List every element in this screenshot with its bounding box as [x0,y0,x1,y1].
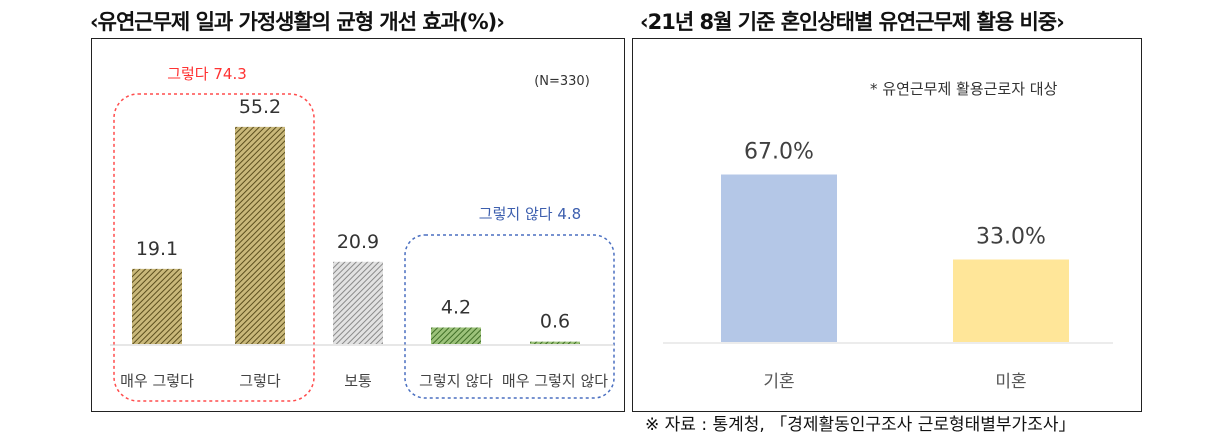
category-label-2: 미혼 [995,372,1026,392]
right-chart-panel: * 유연근무제 활용근로자 대상 67.0% 기혼 33.0% 미혼 [632,38,1142,412]
value-label-4: 4.2 [441,296,471,318]
negative-group-box [404,234,615,399]
right-chart-title: ‹21년 8월 기준 혼인상태별 유연근무제 활용 비중› [640,10,1065,34]
source-note: ※ 자료 : 통계청, 「경제활동인구조사 근로형태별부가조사」 [645,415,1076,435]
category-label-1: 매우 그렇다 [120,372,194,390]
bar-5 [530,341,580,344]
left-chart-panel: 그렇다 74.3 그렇지 않다 4.8 (N=330) 19.1 매우 그렇다 55… [91,38,625,412]
right-chart-svg: * 유연근무제 활용근로자 대상 67.0% 기혼 33.0% 미혼 [663,80,1113,392]
category-label-4: 그렇지 않다 [419,372,493,390]
bar-3 [333,261,383,344]
bar-1 [721,174,837,342]
value-label-1: 19.1 [136,238,178,260]
category-label-2: 그렇다 [239,372,281,390]
note-label: * 유연근무제 활용근로자 대상 [870,80,1058,98]
bar-2 [235,126,285,344]
negative-group-label: 그렇지 않다 4.8 [479,205,581,223]
category-label-1: 기혼 [763,372,794,392]
left-chart-svg: 그렇다 74.3 그렇지 않다 4.8 (N=330) 19.1 매우 그렇다 55… [110,65,615,402]
value-label-1: 67.0% [744,140,814,165]
category-label-3: 보통 [344,372,372,390]
bar-2 [953,259,1069,342]
positive-group-label: 그렇다 74.3 [167,65,247,83]
left-chart-title: ‹유연근무제 일과 가정생활의 균형 개선 효과(%)› [90,10,505,34]
value-label-2: 55.2 [239,96,281,118]
category-label-5: 매우 그렇지 않다 [502,372,608,390]
value-label-2: 33.0% [976,225,1046,250]
sample-size-label: (N=330) [534,74,590,89]
bar-1 [132,268,182,344]
positive-group-box [113,93,315,402]
bar-4 [431,327,481,344]
value-label-5: 0.6 [540,311,570,333]
value-label-3: 20.9 [337,231,379,253]
